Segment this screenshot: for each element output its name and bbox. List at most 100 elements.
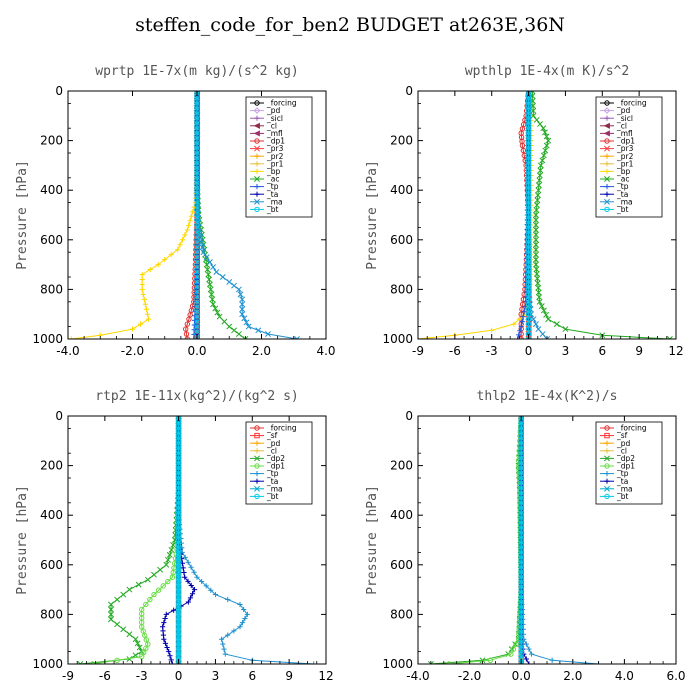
legend-label: _sf: [266, 431, 278, 440]
data-point: [175, 497, 182, 504]
data-point: [203, 261, 210, 268]
data-point: [146, 316, 152, 322]
legend-marker: [604, 191, 610, 197]
data-point: [175, 428, 182, 434]
legend-marker: [604, 198, 610, 205]
data-point: [525, 247, 532, 253]
data-point: [175, 457, 182, 464]
legend-item: _pd: [250, 106, 281, 115]
legend-marker: [254, 440, 260, 446]
data-point: [168, 546, 175, 553]
legend-marker: [603, 130, 610, 137]
data-point: [169, 574, 176, 580]
x-tick-label: -6: [99, 669, 111, 683]
x-tick-label: -3: [136, 669, 148, 683]
legend-item: _sf: [250, 431, 278, 440]
data-point: [518, 502, 524, 508]
data-point: [165, 578, 171, 585]
legend-label: _ac: [616, 175, 629, 184]
legend-item: _tp: [250, 182, 279, 191]
data-point: [189, 591, 196, 597]
data-point: [518, 572, 524, 578]
data-point: [518, 591, 524, 598]
legend: _forcing_sf_pd_cl_dp2_dp1_tp_ta_ma_bt: [245, 421, 313, 505]
data-point: [190, 209, 196, 215]
data-point: [206, 259, 213, 266]
x-tick-label: 6: [598, 344, 606, 358]
data-point: [525, 207, 532, 213]
legend-marker: [254, 485, 260, 492]
data-point: [175, 591, 182, 598]
data-point: [151, 571, 157, 578]
data-point: [166, 649, 172, 655]
data-point: [529, 97, 536, 104]
legend-marker: [254, 206, 260, 213]
data-point: [525, 182, 532, 188]
data-point: [519, 319, 525, 325]
data-point: [187, 595, 194, 601]
data-point: [194, 232, 200, 238]
legend-label: _mfl: [616, 129, 633, 138]
legend-item: _ma: [600, 484, 633, 493]
y-tick-label: 200: [390, 134, 413, 148]
legend-label: _tp: [616, 469, 629, 478]
data-point: [175, 651, 182, 657]
data-point: [525, 132, 532, 139]
y-tick-label: 600: [390, 558, 413, 572]
legend-item: _bt: [600, 492, 629, 501]
data-point: [191, 322, 197, 328]
legend-label: _pr1: [266, 159, 284, 168]
series-dp1: [446, 416, 524, 664]
legend-label: _ta: [266, 477, 278, 486]
legend-item: _dp2: [250, 454, 285, 463]
legend-marker: [254, 184, 260, 190]
series-bp: [68, 91, 200, 339]
data-point: [194, 118, 200, 124]
data-point: [175, 542, 182, 548]
data-point: [175, 626, 182, 632]
data-point: [186, 316, 192, 322]
data-point: [231, 628, 237, 634]
data-point: [537, 121, 543, 128]
x-tick-label: -2.0: [121, 344, 144, 358]
legend-label: _bt: [616, 205, 629, 214]
data-point: [144, 311, 151, 317]
legend-item: _forcing: [250, 424, 297, 433]
legend-marker: [603, 122, 610, 129]
data-point: [534, 192, 541, 199]
data-point: [525, 167, 532, 174]
data-point: [532, 251, 539, 258]
data-point: [526, 646, 532, 652]
data-point: [175, 562, 182, 568]
data-point: [169, 661, 176, 664]
data-point: [536, 177, 543, 184]
legend-item: _dp1: [250, 462, 285, 471]
data-point: [518, 606, 524, 613]
data-point: [175, 532, 182, 538]
legend-label: _bp: [616, 167, 631, 176]
data-point: [135, 581, 142, 588]
data-point: [194, 296, 200, 303]
data-point: [534, 275, 541, 282]
data-point: [231, 327, 238, 334]
data-point: [165, 556, 171, 563]
y-tick-label: 800: [390, 607, 413, 621]
series-ac: [529, 91, 673, 339]
legend-label: _forcing: [616, 424, 647, 433]
data-point: [518, 457, 524, 464]
data-point: [175, 606, 182, 613]
legend-label: _dp2: [266, 454, 285, 463]
data-point: [191, 569, 197, 575]
data-point: [553, 321, 560, 328]
data-point: [518, 517, 524, 523]
data-point: [188, 213, 194, 219]
y-axis-label: Pressure [hPa]: [15, 160, 30, 270]
y-tick-label: 1000: [382, 657, 413, 671]
data-point: [525, 237, 532, 243]
data-point: [518, 423, 524, 429]
y-tick-label: 400: [40, 183, 63, 197]
data-point: [177, 242, 183, 248]
y-tick-label: 400: [40, 508, 63, 522]
data-point: [542, 147, 549, 154]
y-tick-label: 0: [55, 84, 63, 98]
